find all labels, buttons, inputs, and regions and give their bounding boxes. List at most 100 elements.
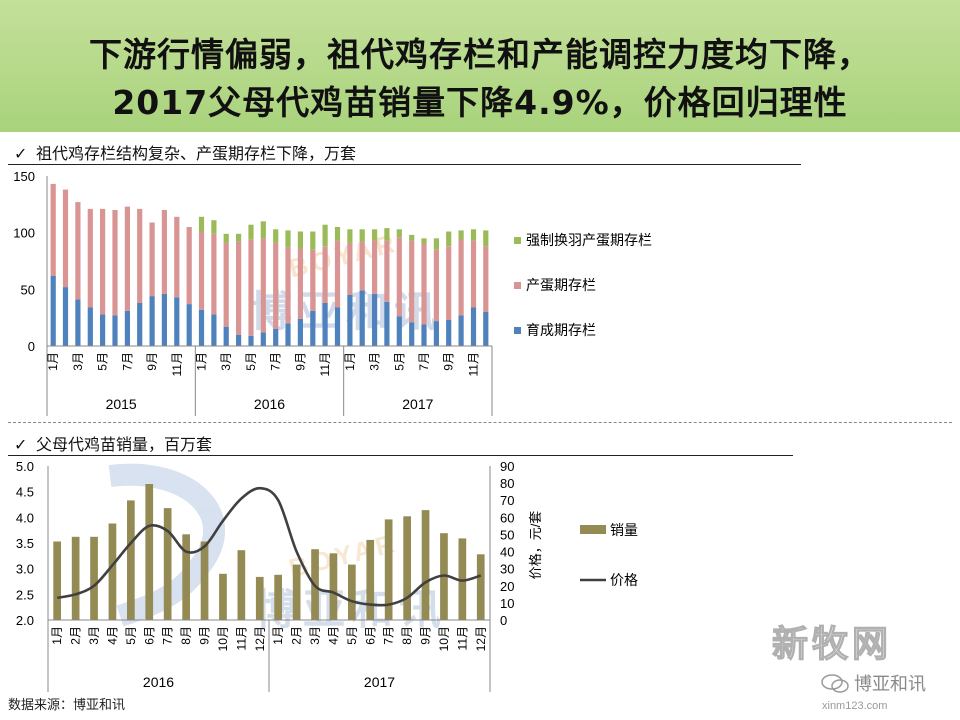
bar-segment xyxy=(421,238,427,244)
bar-segment xyxy=(100,208,106,315)
bar-segment xyxy=(260,332,266,346)
x-tick-label: 5月 xyxy=(345,626,359,645)
y-left-tick-label: 5.0 xyxy=(16,459,34,474)
bar-segment xyxy=(310,249,316,311)
y-tick-label: 150 xyxy=(13,169,35,184)
bar-segment xyxy=(409,234,415,241)
bar-segment xyxy=(322,246,328,303)
bar-segment xyxy=(198,309,205,346)
x-tick-label: 11月 xyxy=(170,352,184,376)
sales-bar xyxy=(329,553,338,620)
chart2-heading: ✓ 父母代鸡苗销量，百万套 xyxy=(14,431,212,455)
bar-segment xyxy=(310,231,316,250)
chart1-title: 祖代鸡存栏结构复杂、产蛋期存栏下降，万套 xyxy=(36,144,357,163)
chart2-title-underline xyxy=(8,455,793,456)
y-right-tick-label: 40 xyxy=(500,545,514,560)
bar-segment xyxy=(223,233,229,243)
chart2-bar-line: BOYAR博亚和讯2.02.53.03.54.04.55.00102030405… xyxy=(16,459,638,692)
sales-bar xyxy=(219,573,227,620)
year-label: 2017 xyxy=(364,674,395,690)
sales-bar xyxy=(384,519,393,620)
y-right-axis-title: 价格，元/套 xyxy=(528,511,543,580)
bar-segment xyxy=(285,247,291,324)
legend-label: 育成期存栏 xyxy=(526,322,596,338)
bar-segment xyxy=(396,316,402,346)
bar-segment xyxy=(211,233,217,315)
x-tick-label: 5月 xyxy=(392,352,406,371)
chart1-title-underline xyxy=(8,164,801,165)
y-left-tick-label: 2.5 xyxy=(16,587,34,602)
sales-bar xyxy=(403,516,411,620)
bar-segment xyxy=(384,301,390,346)
y-right-tick-label: 30 xyxy=(500,562,514,577)
bar-segment xyxy=(396,237,402,317)
bar-segment xyxy=(297,318,303,346)
bar-segment xyxy=(421,324,427,346)
x-tick-label: 5月 xyxy=(244,352,258,371)
x-tick-label: 11月 xyxy=(234,626,248,650)
bar-segment xyxy=(446,246,452,320)
x-tick-label: 5月 xyxy=(96,352,110,371)
x-tick-label: 9月 xyxy=(293,352,307,371)
bar-segment xyxy=(236,334,242,346)
sales-bar xyxy=(90,536,98,620)
bar-segment xyxy=(421,244,427,325)
bar-segment xyxy=(112,210,118,316)
x-tick-label: 12月 xyxy=(253,626,267,651)
watermark-bigtext: 博亚和讯 xyxy=(250,288,442,335)
sales-bar xyxy=(237,550,246,620)
sales-bar xyxy=(366,539,375,620)
bar-segment xyxy=(124,310,130,346)
y-left-tick-label: 3.5 xyxy=(16,536,34,551)
x-tick-label: 9月 xyxy=(145,352,159,371)
sales-bar xyxy=(292,564,301,620)
bar-segment xyxy=(248,224,254,240)
bar-segment xyxy=(396,229,402,238)
bar-segment xyxy=(334,227,341,241)
x-tick-label: 11月 xyxy=(318,352,332,376)
checkmark-icon: ✓ xyxy=(14,435,28,454)
bar-segment xyxy=(62,189,69,288)
year-label: 2016 xyxy=(143,674,174,690)
sales-bar xyxy=(421,510,430,620)
x-tick-label: 1月 xyxy=(343,352,357,371)
y-tick-label: 100 xyxy=(13,226,35,241)
bar-segment xyxy=(347,295,353,346)
bar-segment xyxy=(87,307,93,346)
bar-segment xyxy=(75,202,81,300)
x-tick-label: 1月 xyxy=(46,352,60,371)
y-right-tick-label: 0 xyxy=(500,613,507,628)
bar-segment xyxy=(446,319,452,346)
bar-segment xyxy=(62,287,69,346)
bar-segment xyxy=(198,231,205,310)
bar-segment xyxy=(161,293,167,346)
bar-segment xyxy=(161,210,167,294)
y-right-tick-label: 70 xyxy=(500,493,514,508)
chart1-heading: ✓ 祖代鸡存栏结构复杂、产蛋期存栏下降，万套 xyxy=(14,140,356,164)
bar-segment xyxy=(483,230,489,247)
x-tick-label: 6月 xyxy=(363,626,377,645)
x-tick-label: 2月 xyxy=(69,626,83,645)
bar-segment xyxy=(409,240,415,323)
chart1-stacked-bar: BOYAR 博亚和讯 0 50 100 150 1月 3月 5月 7月 9月 11月 1月 3月 5月 7月 9… xyxy=(13,169,652,416)
bar-segment xyxy=(470,229,477,241)
bar-segment xyxy=(433,238,439,250)
x-tick-label: 11月 xyxy=(455,626,469,650)
watermark-swoosh xyxy=(108,463,225,627)
price-line xyxy=(56,486,482,607)
bar-segment xyxy=(112,315,118,346)
y-left-tick-label: 3.0 xyxy=(16,562,34,577)
sales-bar xyxy=(182,534,190,620)
bar-segment xyxy=(149,296,155,346)
sales-bar xyxy=(200,541,209,620)
bar-segment xyxy=(248,335,254,346)
bar-segment xyxy=(433,321,439,346)
legend-label: 强制换羽产蛋期存栏 xyxy=(526,232,652,248)
legend-label-sales: 销量 xyxy=(610,522,638,538)
bar-segment xyxy=(186,304,192,346)
bar-segment xyxy=(334,240,341,308)
sales-bar xyxy=(53,541,61,620)
sales-bar xyxy=(274,574,282,620)
y-right-tick-label: 60 xyxy=(500,510,514,525)
title-banner: 下游行情偏弱，祖代鸡存栏和产能调控力度均下降， 2017父母代鸡苗销量下降4.9… xyxy=(0,0,960,132)
